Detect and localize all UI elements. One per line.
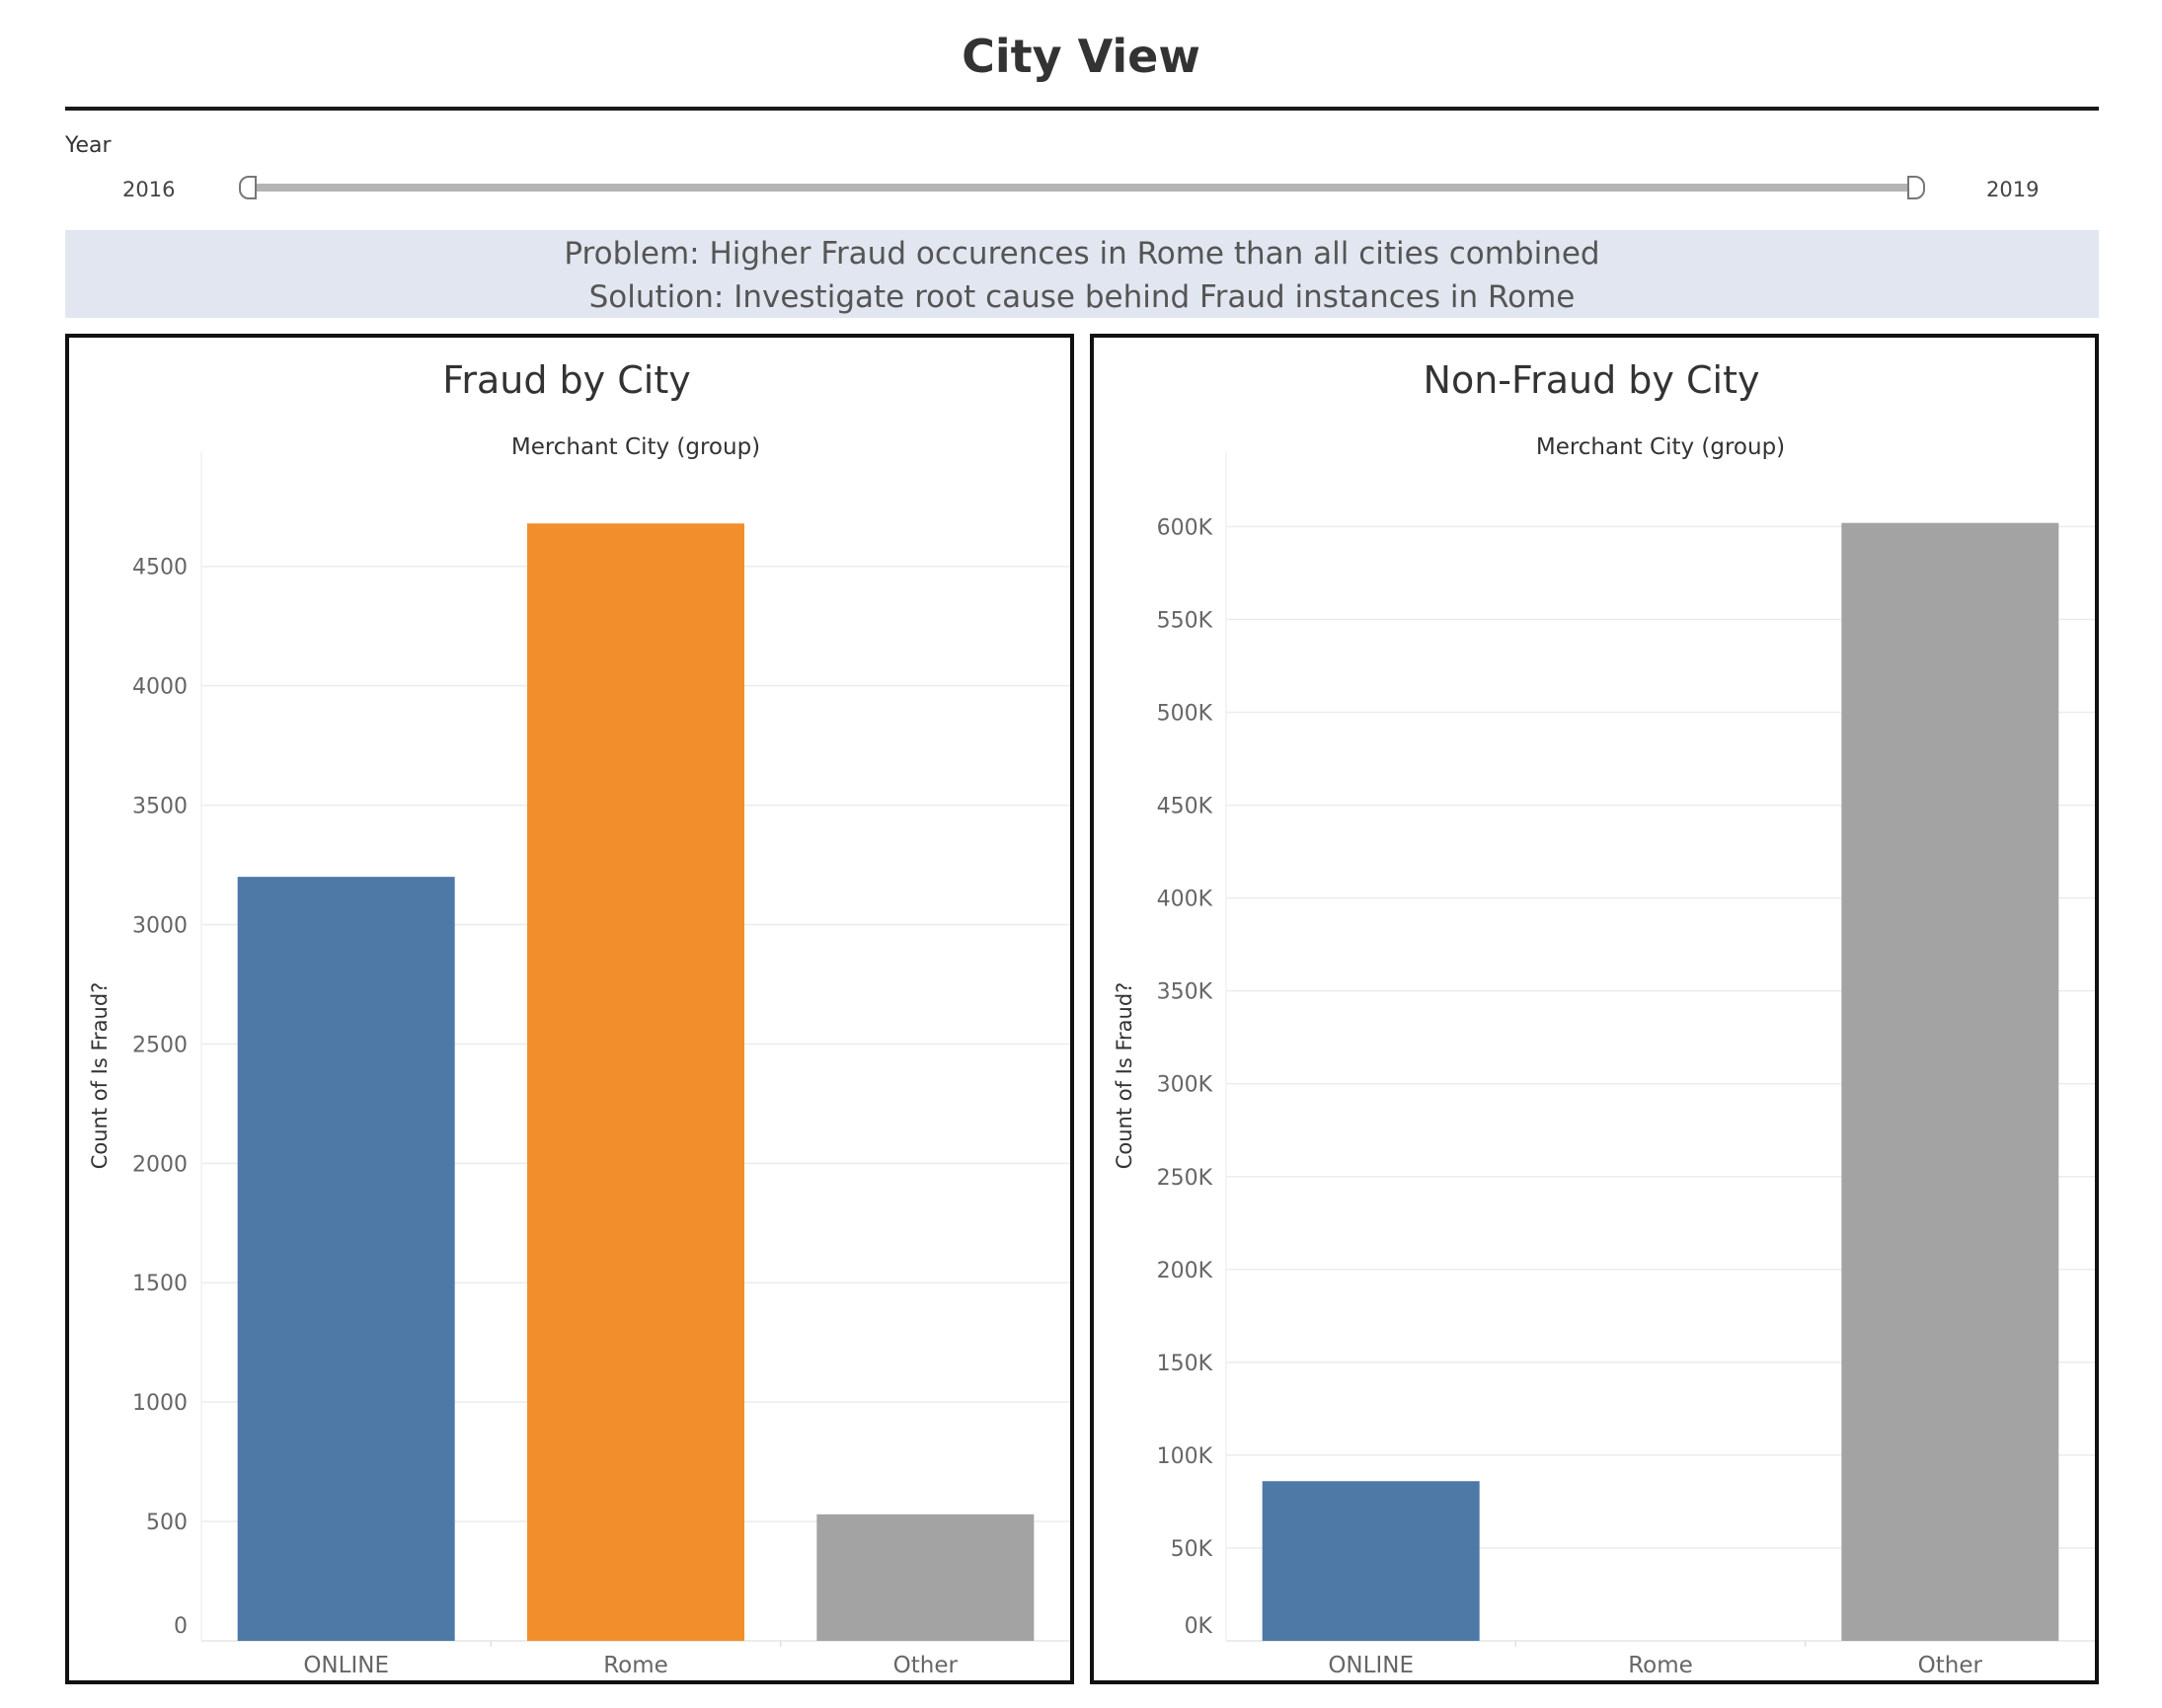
- title-divider: [65, 107, 2099, 111]
- y-tick-label: 200K: [1157, 1259, 1213, 1283]
- y-tick-label: 4500: [132, 556, 188, 581]
- fraud-by-city-panel: Fraud by City Merchant City (group) Count …: [65, 334, 1074, 1684]
- y-tick-label: 1500: [132, 1272, 188, 1296]
- y-tick-label: 300K: [1157, 1073, 1213, 1098]
- bar-online[interactable]: [237, 877, 455, 1641]
- y-tick-label: 150K: [1157, 1352, 1213, 1376]
- y-tick-label: 1000: [132, 1391, 188, 1416]
- year-range-min: 2016: [122, 178, 176, 201]
- problem-text: Problem: Higher Fraud occurences in Rome…: [564, 236, 1600, 272]
- column-header: Merchant City (group): [511, 434, 760, 460]
- y-tick-label: 350K: [1157, 980, 1213, 1005]
- y-tick-label: 600K: [1157, 515, 1213, 540]
- y-tick-label: 550K: [1157, 608, 1213, 633]
- y-tick-label: 500K: [1157, 702, 1213, 727]
- y-tick-label: 2000: [132, 1152, 188, 1177]
- y-axis-title: Count of Is Fraud?: [1113, 982, 1136, 1170]
- slider-end-handle[interactable]: [1907, 176, 1925, 199]
- chart-title: Non-Fraud by City: [1424, 358, 1760, 402]
- slider-start-handle[interactable]: [239, 176, 257, 199]
- bar-other[interactable]: [1841, 522, 2059, 1641]
- x-tick-label: Other: [1918, 1653, 1983, 1678]
- x-tick-label: ONLINE: [1328, 1653, 1414, 1678]
- non-fraud-by-city-chart[interactable]: Non-Fraud by City Merchant City (group) Co…: [1094, 338, 2095, 1680]
- x-tick-label: Other: [893, 1653, 959, 1678]
- y-tick-label: 50K: [1171, 1537, 1213, 1562]
- y-axis-title: Count of Is Fraud?: [88, 982, 112, 1170]
- y-tick-label: 100K: [1157, 1444, 1213, 1469]
- y-tick-label: 0K: [1185, 1614, 1213, 1639]
- y-tick-label: 500: [146, 1511, 188, 1535]
- y-tick-label: 4000: [132, 675, 188, 700]
- y-tick-label: 400K: [1157, 888, 1213, 912]
- y-tick-label: 250K: [1157, 1166, 1213, 1191]
- page-title: City View: [962, 30, 1200, 83]
- y-tick-label: 3000: [132, 913, 188, 938]
- y-tick-label: 2500: [132, 1033, 188, 1057]
- year-filter-label: Year: [65, 133, 112, 158]
- year-range-slider[interactable]: [247, 184, 1915, 192]
- x-tick-label: Rome: [603, 1653, 668, 1678]
- bar-online[interactable]: [1262, 1481, 1480, 1641]
- bar-other[interactable]: [816, 1514, 1035, 1641]
- y-tick-label: 450K: [1157, 795, 1213, 819]
- x-tick-label: ONLINE: [303, 1653, 389, 1678]
- solution-text: Solution: Investigate root cause behind …: [588, 279, 1576, 315]
- year-range-max: 2019: [1986, 178, 2040, 201]
- fraud-by-city-chart[interactable]: Fraud by City Merchant City (group) Count …: [69, 338, 1070, 1680]
- chart-title: Fraud by City: [442, 358, 690, 402]
- y-tick-label: 0: [174, 1614, 188, 1639]
- non-fraud-by-city-panel: Non-Fraud by City Merchant City (group) Co…: [1090, 334, 2099, 1684]
- column-header: Merchant City (group): [1536, 434, 1785, 460]
- bar-rome[interactable]: [527, 523, 744, 1641]
- insight-banner: Problem: Higher Fraud occurences in Rome…: [65, 230, 2099, 318]
- y-tick-label: 3500: [132, 795, 188, 819]
- x-tick-label: Rome: [1628, 1653, 1693, 1678]
